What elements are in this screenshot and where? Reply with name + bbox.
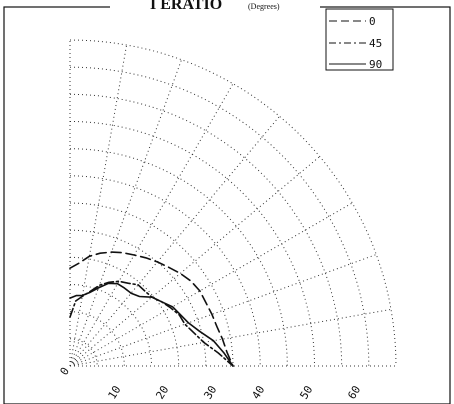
grid-arc — [69, 175, 261, 367]
grid-arc — [69, 93, 343, 367]
series-line-0 — [69, 251, 234, 367]
grid-spoke — [69, 308, 392, 367]
legend-box — [325, 8, 394, 71]
grid-arc — [70, 284, 152, 366]
grid-spoke — [69, 83, 234, 367]
chart-title: I ERATIO — [150, 0, 222, 13]
radial-tick-label: 0 — [58, 365, 73, 378]
chart-title-unit: (Degrees) — [248, 2, 280, 11]
grid-arc — [70, 338, 98, 366]
grid-spoke — [69, 254, 377, 367]
grid-spoke — [69, 202, 353, 367]
legend-label-90: 90 — [369, 58, 382, 71]
series-line-90 — [69, 282, 234, 367]
radial-tick-label: 30 — [201, 383, 219, 401]
grid-arc — [69, 148, 288, 367]
radial-tick-labels: 0 10 20 30 40 50 60 — [58, 365, 364, 402]
legend: 0 45 90 — [325, 8, 394, 71]
polar-layer — [69, 39, 397, 367]
grid-spoke — [69, 59, 182, 367]
radial-tick-label: 40 — [249, 383, 267, 401]
grid-arc — [69, 121, 315, 367]
title-background — [110, 0, 320, 10]
radial-tick-label: 60 — [345, 383, 363, 401]
legend-label-0: 0 — [369, 15, 376, 28]
grid-arc — [70, 311, 125, 366]
radial-tick-label: 20 — [153, 383, 171, 401]
grid-arc — [69, 66, 370, 367]
legend-label-45: 45 — [369, 37, 382, 50]
radial-tick-label: 10 — [106, 383, 124, 401]
radial-tick-label: 50 — [297, 383, 315, 401]
grid-arc — [69, 202, 234, 367]
grid-arc — [69, 39, 397, 367]
grid-arc — [69, 256, 180, 367]
